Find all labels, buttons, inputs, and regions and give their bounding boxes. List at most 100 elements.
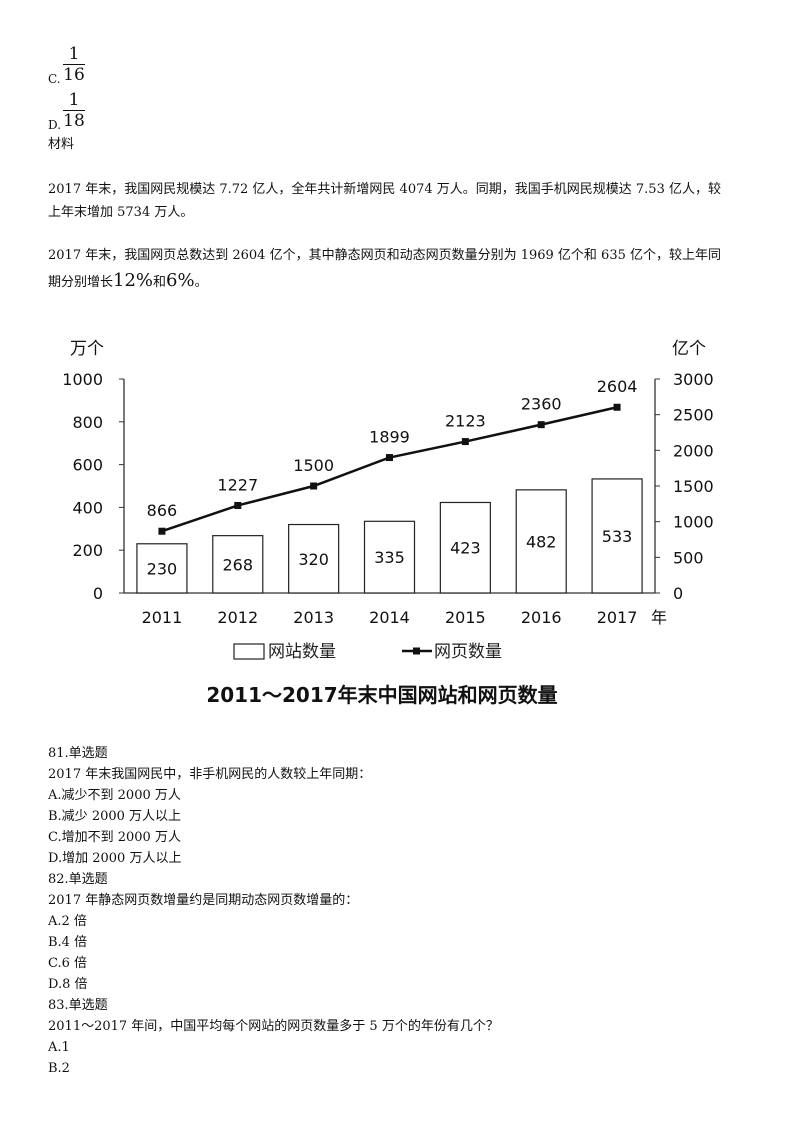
right-tick-label: 2500 — [673, 406, 714, 425]
percent-dynamic: 6% — [166, 270, 195, 291]
left-tick-label: 200 — [72, 541, 103, 560]
fraction-denominator: 16 — [63, 65, 85, 85]
paragraph-2-line-2: 期分别增长12%和6%。 — [48, 269, 768, 294]
fraction-denominator: 18 — [63, 111, 85, 131]
line-value-label: 2123 — [445, 412, 486, 431]
left-tick-label: 400 — [72, 498, 103, 517]
line-point — [234, 501, 242, 509]
question-option[interactable]: B.2 — [48, 1061, 70, 1076]
question-option[interactable]: A.1 — [48, 1040, 70, 1055]
paragraph-1: 2017 年末，我国网民规模达 7.72 亿人，全年共计新增网民 4074 万人… — [48, 178, 768, 224]
chart-axes: 0 200 400 600 800 1000 0 500 1000 1500 2000 2500 300… — [62, 370, 713, 627]
bar-value-label: 335 — [374, 548, 405, 567]
bar-value-label: 320 — [298, 550, 329, 569]
right-axis-unit: 亿个 — [672, 339, 706, 359]
paragraph-2-text: 期分别增长 — [48, 275, 114, 290]
x-tick-label: 2016 — [521, 608, 562, 627]
questions: 81.单选题 2017 年末我国网民中，非手机网民的人数较上年同期： A.减少不… — [48, 743, 768, 1079]
question-stem: 2017 年静态网页数增量约是同期动态网页数增量的： — [48, 893, 359, 908]
option-letter: C. — [48, 72, 61, 86]
question-stem: 2017 年末我国网民中，非手机网民的人数较上年同期： — [48, 767, 372, 782]
legend-line-marker — [413, 647, 420, 655]
bar — [136, 543, 188, 594]
paragraph-2-and: 和 — [153, 275, 167, 290]
bar — [515, 489, 567, 594]
bar-value-label: 268 — [223, 555, 254, 574]
right-tick-label: 2000 — [673, 441, 714, 460]
question-option[interactable]: D.增加 2000 万人以上 — [48, 851, 182, 866]
paragraph-2: 2017 年末，我国网页总数达到 2604 亿个，其中静态网页和动态网页数量分别… — [48, 244, 768, 294]
question-option[interactable]: A.减少不到 2000 万人 — [48, 788, 181, 803]
line-point — [310, 482, 318, 490]
right-tick-label: 1000 — [673, 513, 714, 532]
paragraph-2-end: 。 — [194, 275, 208, 290]
bars-group: 230 268 320 335 423 482 533 — [136, 478, 643, 594]
question-option[interactable]: C.增加不到 2000 万人 — [48, 830, 181, 845]
line-point — [537, 421, 545, 429]
chart-title: 2011～2017年末中国网站和网页数量 — [206, 683, 557, 707]
question-82: 82.单选题 2017 年静态网页数增量约是同期动态网页数增量的： A.2 倍 … — [48, 869, 768, 995]
question-stem: 2011～2017 年间，中国平均每个网站的网页数量多于 5 万个的年份有几个？ — [48, 1019, 499, 1034]
option-letter: D. — [48, 118, 62, 132]
right-tick-label: 1500 — [673, 477, 714, 496]
line-value-label: 2360 — [521, 395, 562, 414]
x-tick-label: 2014 — [369, 608, 410, 627]
question-option[interactable]: C.6 倍 — [48, 956, 88, 971]
legend: 网站数量 网页数量 — [233, 642, 502, 662]
x-tick-label: 2013 — [293, 608, 334, 627]
x-tick-label: 2017 — [597, 608, 638, 627]
question-option[interactable]: A.2 倍 — [48, 914, 87, 929]
line-value-label: 1899 — [369, 428, 410, 447]
line-value-label: 1227 — [217, 475, 258, 494]
line-point — [613, 403, 621, 411]
line-point — [386, 454, 393, 462]
left-tick-label: 0 — [93, 584, 103, 603]
legend-line-label: 网页数量 — [434, 642, 502, 662]
option-c: C. — [48, 72, 61, 86]
question-number: 82.单选题 — [48, 872, 108, 887]
x-axis-unit: 年 — [651, 608, 667, 627]
material-label: 材料 — [48, 137, 75, 152]
bar-value-label: 482 — [526, 532, 557, 551]
question-option[interactable]: D.8 倍 — [48, 977, 88, 992]
paragraph-1-line-1: 2017 年末，我国网民规模达 7.72 亿人，全年共计新增网民 4074 万人… — [48, 182, 721, 197]
fraction-d: 1 18 — [63, 90, 85, 131]
bar-value-label: 533 — [602, 527, 633, 546]
legend-bar-swatch — [233, 643, 265, 660]
left-axis-unit: 万个 — [70, 339, 104, 359]
paragraph-2-line-1: 2017 年末，我国网页总数达到 2604 亿个，其中静态网页和动态网页数量分别… — [48, 248, 721, 263]
right-tick-label: 3000 — [673, 370, 714, 389]
left-tick-label: 600 — [72, 456, 103, 475]
paragraph-1-line-2: 上年末增加 5734 万人。 — [48, 205, 194, 220]
line-group: 866 1227 1500 1899 2123 2360 2604 — [147, 377, 638, 535]
question-option[interactable]: B.4 倍 — [48, 935, 88, 950]
right-tick-label: 0 — [673, 584, 683, 603]
option-d: D. — [48, 118, 61, 132]
bar — [439, 501, 491, 594]
line-point — [461, 438, 469, 446]
x-tick-label: 2012 — [217, 608, 258, 627]
bar — [363, 520, 416, 594]
question-83: 83.单选题 2011～2017 年间，中国平均每个网站的网页数量多于 5 万个… — [48, 995, 768, 1079]
x-tick-label: 2015 — [445, 608, 486, 627]
line-point — [158, 527, 166, 535]
fraction-numerator: 1 — [63, 44, 85, 65]
bar-value-label: 230 — [147, 559, 178, 578]
fraction-c: 1 16 — [63, 44, 85, 85]
bar — [212, 535, 264, 594]
left-tick-label: 800 — [72, 413, 103, 432]
right-tick-label: 500 — [673, 548, 704, 567]
line-value-label: 2604 — [597, 377, 638, 396]
fraction-numerator: 1 — [63, 90, 85, 111]
bar — [591, 478, 643, 594]
question-number: 81.单选题 — [48, 746, 108, 761]
question-option[interactable]: B.减少 2000 万人以上 — [48, 809, 182, 824]
x-tick-label: 2011 — [142, 608, 183, 627]
legend-bar-label: 网站数量 — [268, 642, 336, 662]
bar — [288, 523, 340, 594]
question-81: 81.单选题 2017 年末我国网民中，非手机网民的人数较上年同期： A.减少不… — [48, 743, 768, 869]
question-number: 83.单选题 — [48, 998, 108, 1013]
line-value-label: 1500 — [293, 456, 334, 475]
line-value-label: 866 — [147, 501, 178, 520]
percent-static: 12% — [113, 270, 154, 291]
